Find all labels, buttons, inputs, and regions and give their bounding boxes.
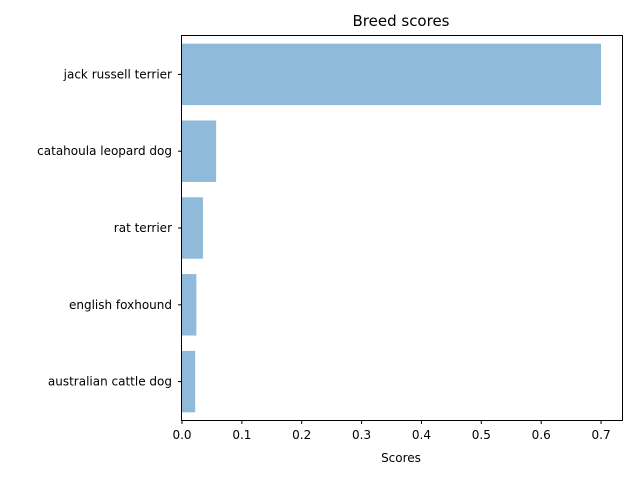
y-tick-label: catahoula leopard dog: [37, 144, 172, 158]
y-tick-label: rat terrier: [114, 221, 172, 235]
x-tick-label: 0.7: [592, 428, 611, 442]
x-tick-label: 0.1: [232, 428, 251, 442]
x-tick-label: 0.2: [292, 428, 311, 442]
bar-catahoula-leopard-dog: [182, 120, 217, 182]
x-tick-label: 0.5: [472, 428, 491, 442]
y-tick-label: jack russell terrier: [63, 67, 172, 81]
x-tick-label: 0.4: [412, 428, 431, 442]
x-axis-label: Scores: [381, 451, 421, 465]
y-tick-label: australian cattle dog: [48, 375, 172, 389]
x-tick-label: 0.3: [352, 428, 371, 442]
plot-frame: [181, 35, 623, 421]
y-tick-label: english foxhound: [69, 298, 172, 312]
x-axis-ticks: 0.0 0.1 0.2 0.3 0.4 0.5 0.6 0.7: [172, 420, 611, 442]
bar-jack-russell-terrier: [182, 43, 602, 106]
bar-english-foxhound: [182, 274, 197, 336]
x-tick-label: 0.6: [532, 428, 551, 442]
x-tick-label: 0.0: [172, 428, 191, 442]
y-axis-ticks: jack russell terrier catahoula leopard do…: [37, 67, 182, 389]
bar-rat-terrier: [182, 197, 203, 259]
bars-group: [182, 43, 602, 413]
bar-australian-cattle-dog: [182, 350, 196, 413]
chart-title: Breed scores: [353, 12, 450, 30]
